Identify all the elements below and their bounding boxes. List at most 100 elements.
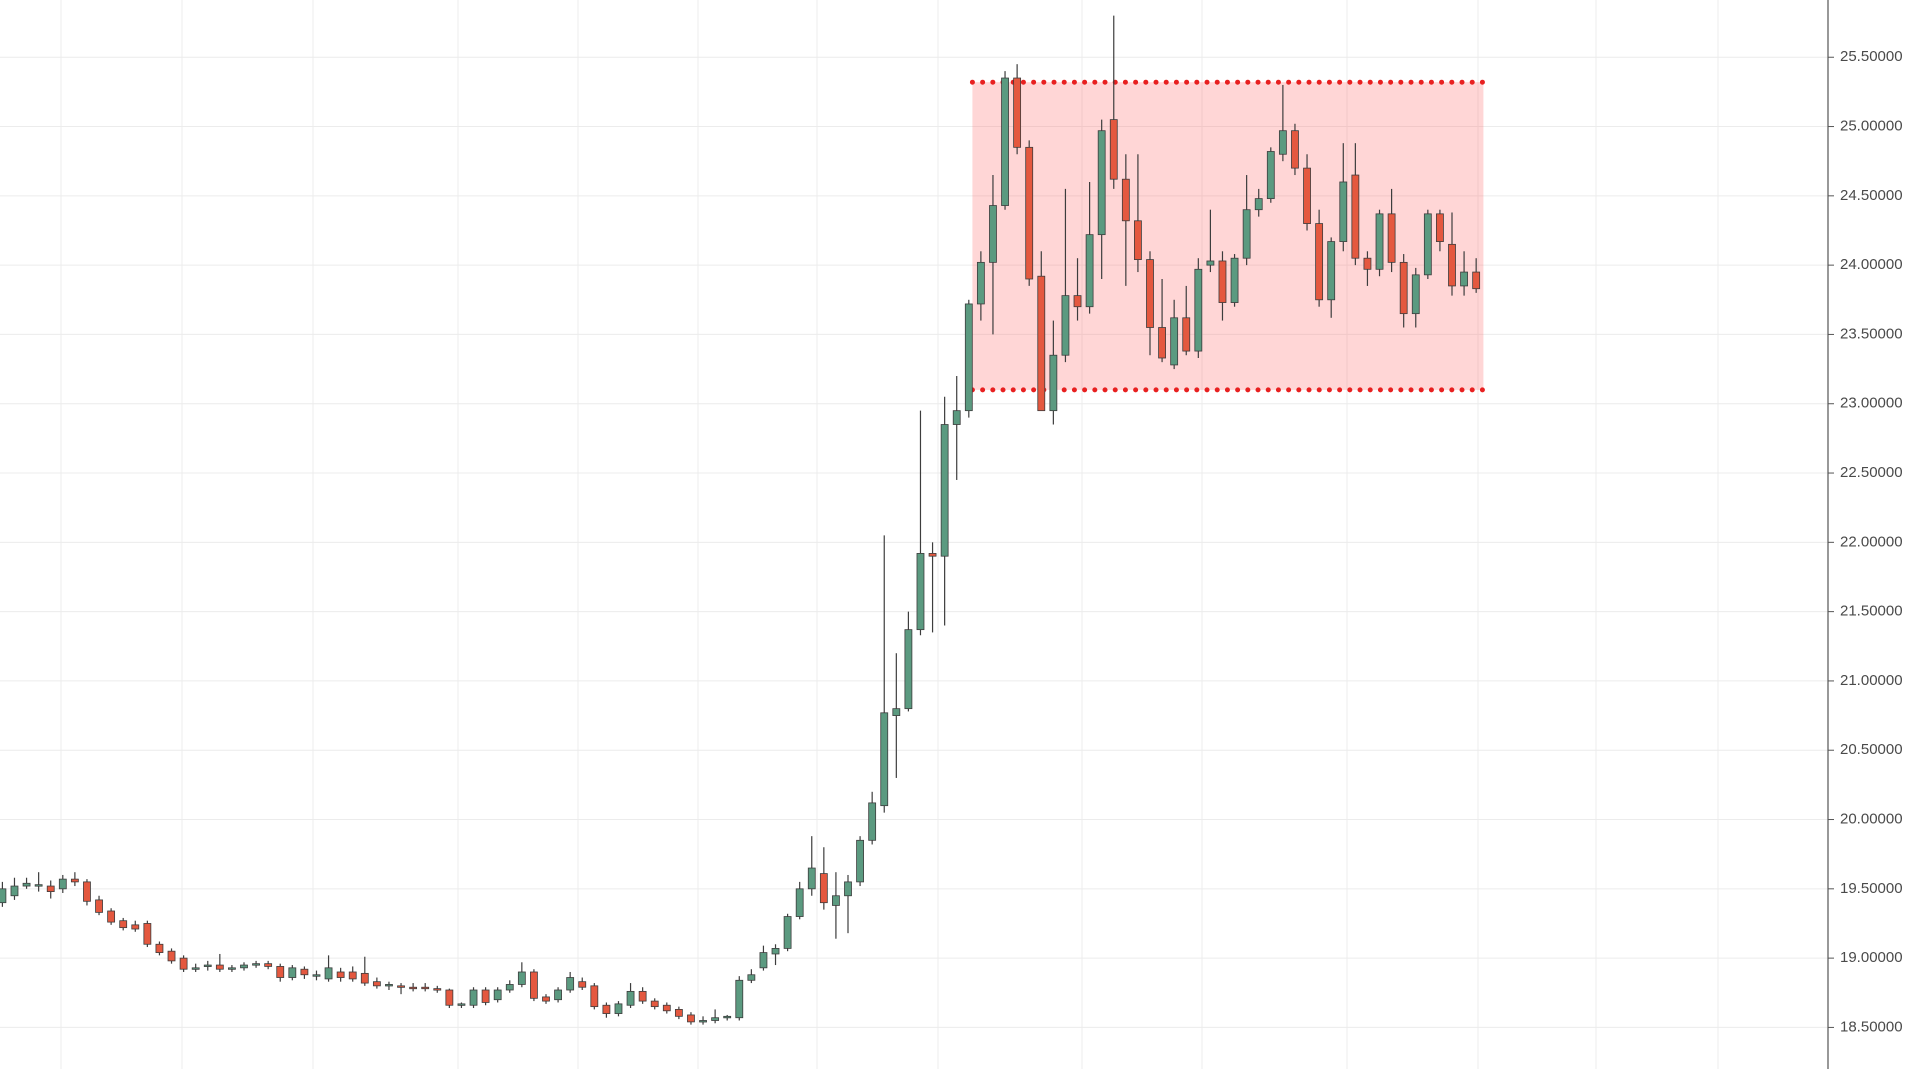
- candle-body: [1097, 130, 1106, 236]
- candle-body: [360, 972, 369, 984]
- candle-body: [252, 963, 260, 966]
- candle-body: [1327, 241, 1336, 301]
- y-tick-label: 23.50000: [1840, 325, 1903, 342]
- candle-body: [155, 943, 164, 953]
- candle-body: [95, 899, 103, 913]
- candle-body: [1158, 327, 1166, 359]
- candle-body: [276, 966, 285, 978]
- candle-body: [421, 986, 430, 990]
- candle-body: [1134, 220, 1142, 260]
- candle-body: [940, 424, 949, 557]
- y-tick-label: 21.50000: [1840, 603, 1903, 620]
- candle-body: [771, 948, 780, 955]
- candle-body: [1266, 151, 1275, 200]
- candle-body: [1399, 261, 1408, 315]
- candle-body: [1448, 243, 1456, 287]
- candle-body: [372, 981, 381, 987]
- y-tick-label: 19.50000: [1840, 880, 1903, 897]
- candle-body: [264, 963, 273, 967]
- candle-body: [312, 974, 321, 977]
- candle-body: [288, 967, 297, 978]
- candle-body: [300, 968, 309, 976]
- candle-body: [1121, 178, 1130, 222]
- candle-body: [602, 1004, 611, 1014]
- candle-body: [1315, 223, 1324, 301]
- candle-body: [1472, 271, 1481, 290]
- candle-body: [70, 878, 79, 883]
- candle-body: [1387, 213, 1396, 263]
- candle-body: [1423, 213, 1432, 276]
- candle-body: [348, 971, 357, 980]
- candle-body: [1436, 213, 1444, 242]
- candle-body: [590, 985, 599, 1008]
- candle-body: [46, 885, 55, 892]
- candle-body: [1049, 354, 1058, 412]
- candle-body: [566, 977, 575, 991]
- candle-body: [976, 261, 985, 305]
- candle-body: [131, 924, 140, 930]
- candle-body: [34, 884, 43, 887]
- candle-body: [1303, 167, 1311, 224]
- candle-body: [1085, 234, 1094, 308]
- candle-body: [409, 986, 418, 990]
- candle-body: [493, 989, 502, 1001]
- candle-body: [1339, 181, 1348, 242]
- candle-body: [10, 885, 19, 897]
- candle-body: [1025, 146, 1034, 280]
- candle-body: [638, 990, 647, 1002]
- candle-body: [1194, 268, 1203, 352]
- candle-body: [1061, 295, 1070, 356]
- y-tick-label: 25.00000: [1840, 118, 1903, 135]
- candle-body: [167, 950, 176, 962]
- y-tick-label: 20.50000: [1840, 741, 1903, 758]
- candle-body: [832, 895, 840, 906]
- candle-body: [228, 967, 236, 970]
- range-box: [972, 82, 1484, 390]
- candle-body: [1170, 317, 1179, 366]
- candle-body: [1351, 174, 1360, 259]
- candle-body: [650, 1000, 659, 1008]
- candle-body: [119, 920, 128, 929]
- candle-body: [469, 989, 478, 1006]
- candle-body: [819, 873, 828, 904]
- candle-body: [1013, 77, 1022, 148]
- candle-body: [481, 989, 490, 1003]
- candle-body: [1411, 274, 1420, 315]
- candle-body: [215, 964, 224, 970]
- candle-body: [1375, 213, 1384, 270]
- candle-body: [723, 1015, 732, 1019]
- candle-body: [662, 1004, 671, 1012]
- candle-body: [83, 881, 91, 902]
- y-tick-label: 18.50000: [1840, 1018, 1903, 1035]
- candle-body: [1460, 271, 1468, 287]
- candle-body: [397, 985, 405, 988]
- y-tick-label: 22.00000: [1840, 533, 1903, 550]
- candle-body: [1109, 119, 1118, 180]
- candle-body: [336, 971, 345, 978]
- candle-body: [1073, 295, 1082, 308]
- candle-body: [904, 629, 913, 710]
- candle-body: [989, 205, 997, 263]
- candle-body: [58, 878, 67, 890]
- y-tick-label: 23.00000: [1840, 395, 1903, 412]
- candle-body: [916, 553, 925, 631]
- candle-body: [1230, 257, 1239, 303]
- candle-body: [1001, 77, 1009, 206]
- y-tick-label: 25.50000: [1840, 48, 1903, 65]
- candle-body: [807, 867, 816, 890]
- candle-body: [107, 910, 116, 923]
- candle-body: [844, 881, 852, 897]
- candle-body: [699, 1020, 707, 1023]
- candle-body: [892, 708, 901, 716]
- candle-body: [1278, 130, 1287, 155]
- candle-body: [578, 981, 587, 988]
- candle-body: [445, 989, 454, 1006]
- candle-body: [856, 839, 864, 883]
- candle-body: [385, 984, 393, 987]
- y-tick-label: 19.00000: [1840, 949, 1903, 966]
- candle-body: [1037, 275, 1046, 412]
- y-tick-label: 22.50000: [1840, 464, 1903, 481]
- candle-body: [433, 988, 442, 991]
- candle-body: [1146, 259, 1154, 328]
